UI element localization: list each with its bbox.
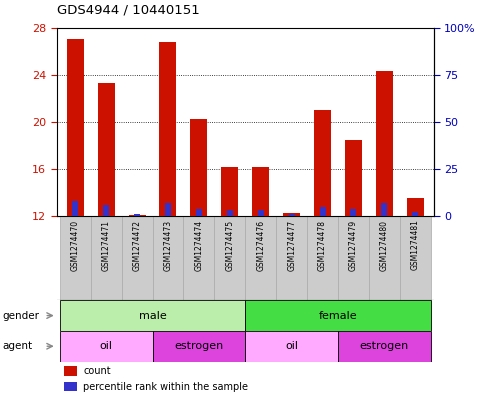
Text: percentile rank within the sample: percentile rank within the sample (83, 382, 248, 392)
Text: agent: agent (2, 341, 33, 351)
Bar (283, 213, 300, 216)
Text: GSM1274481: GSM1274481 (411, 220, 420, 270)
Bar (400, 216, 431, 300)
Bar (64, 366, 77, 376)
Bar (276, 216, 307, 300)
Text: estrogen: estrogen (174, 341, 223, 351)
Bar (258, 211, 264, 216)
Bar (60, 331, 152, 362)
Bar (159, 42, 176, 216)
Bar (122, 216, 152, 300)
Text: GDS4944 / 10440151: GDS4944 / 10440151 (57, 4, 200, 17)
Bar (227, 211, 233, 216)
Bar (165, 203, 171, 216)
Text: female: female (318, 310, 357, 321)
Bar (98, 83, 115, 216)
Bar (245, 300, 431, 331)
Bar (91, 216, 122, 300)
Text: oil: oil (100, 341, 113, 351)
Text: estrogen: estrogen (360, 341, 409, 351)
Bar (382, 203, 387, 216)
Bar (67, 39, 84, 216)
Text: GSM1274474: GSM1274474 (194, 220, 204, 271)
Bar (60, 300, 246, 331)
Text: GSM1274478: GSM1274478 (318, 220, 327, 270)
Text: oil: oil (285, 341, 298, 351)
Text: GSM1274471: GSM1274471 (102, 220, 110, 270)
Bar (252, 167, 269, 216)
Bar (338, 331, 431, 362)
Text: GSM1274475: GSM1274475 (225, 220, 234, 271)
Bar (407, 198, 424, 216)
Text: count: count (83, 366, 111, 376)
Bar (369, 216, 400, 300)
Text: gender: gender (2, 310, 39, 321)
Bar (345, 140, 362, 216)
Text: GSM1274477: GSM1274477 (287, 220, 296, 271)
Bar (60, 216, 91, 300)
Bar (289, 214, 295, 216)
Bar (245, 331, 338, 362)
Text: GSM1274470: GSM1274470 (70, 220, 80, 271)
Bar (314, 110, 331, 216)
Bar (183, 216, 214, 300)
Bar (245, 216, 276, 300)
Bar (152, 331, 246, 362)
Bar (196, 209, 202, 216)
Bar (190, 119, 208, 216)
Text: GSM1274473: GSM1274473 (164, 220, 173, 271)
Text: male: male (139, 310, 167, 321)
Bar (338, 216, 369, 300)
Text: GSM1274479: GSM1274479 (349, 220, 358, 271)
Bar (64, 382, 77, 391)
Text: GSM1274476: GSM1274476 (256, 220, 265, 271)
Bar (351, 209, 356, 216)
Bar (72, 201, 78, 216)
Bar (214, 216, 245, 300)
Bar (412, 212, 418, 216)
Bar (376, 71, 393, 216)
Bar (152, 216, 183, 300)
Bar (129, 215, 145, 216)
Bar (134, 214, 140, 216)
Bar (103, 205, 109, 216)
Bar (307, 216, 338, 300)
Bar (221, 167, 238, 216)
Bar (319, 207, 325, 216)
Text: GSM1274480: GSM1274480 (380, 220, 389, 270)
Text: GSM1274472: GSM1274472 (133, 220, 141, 270)
